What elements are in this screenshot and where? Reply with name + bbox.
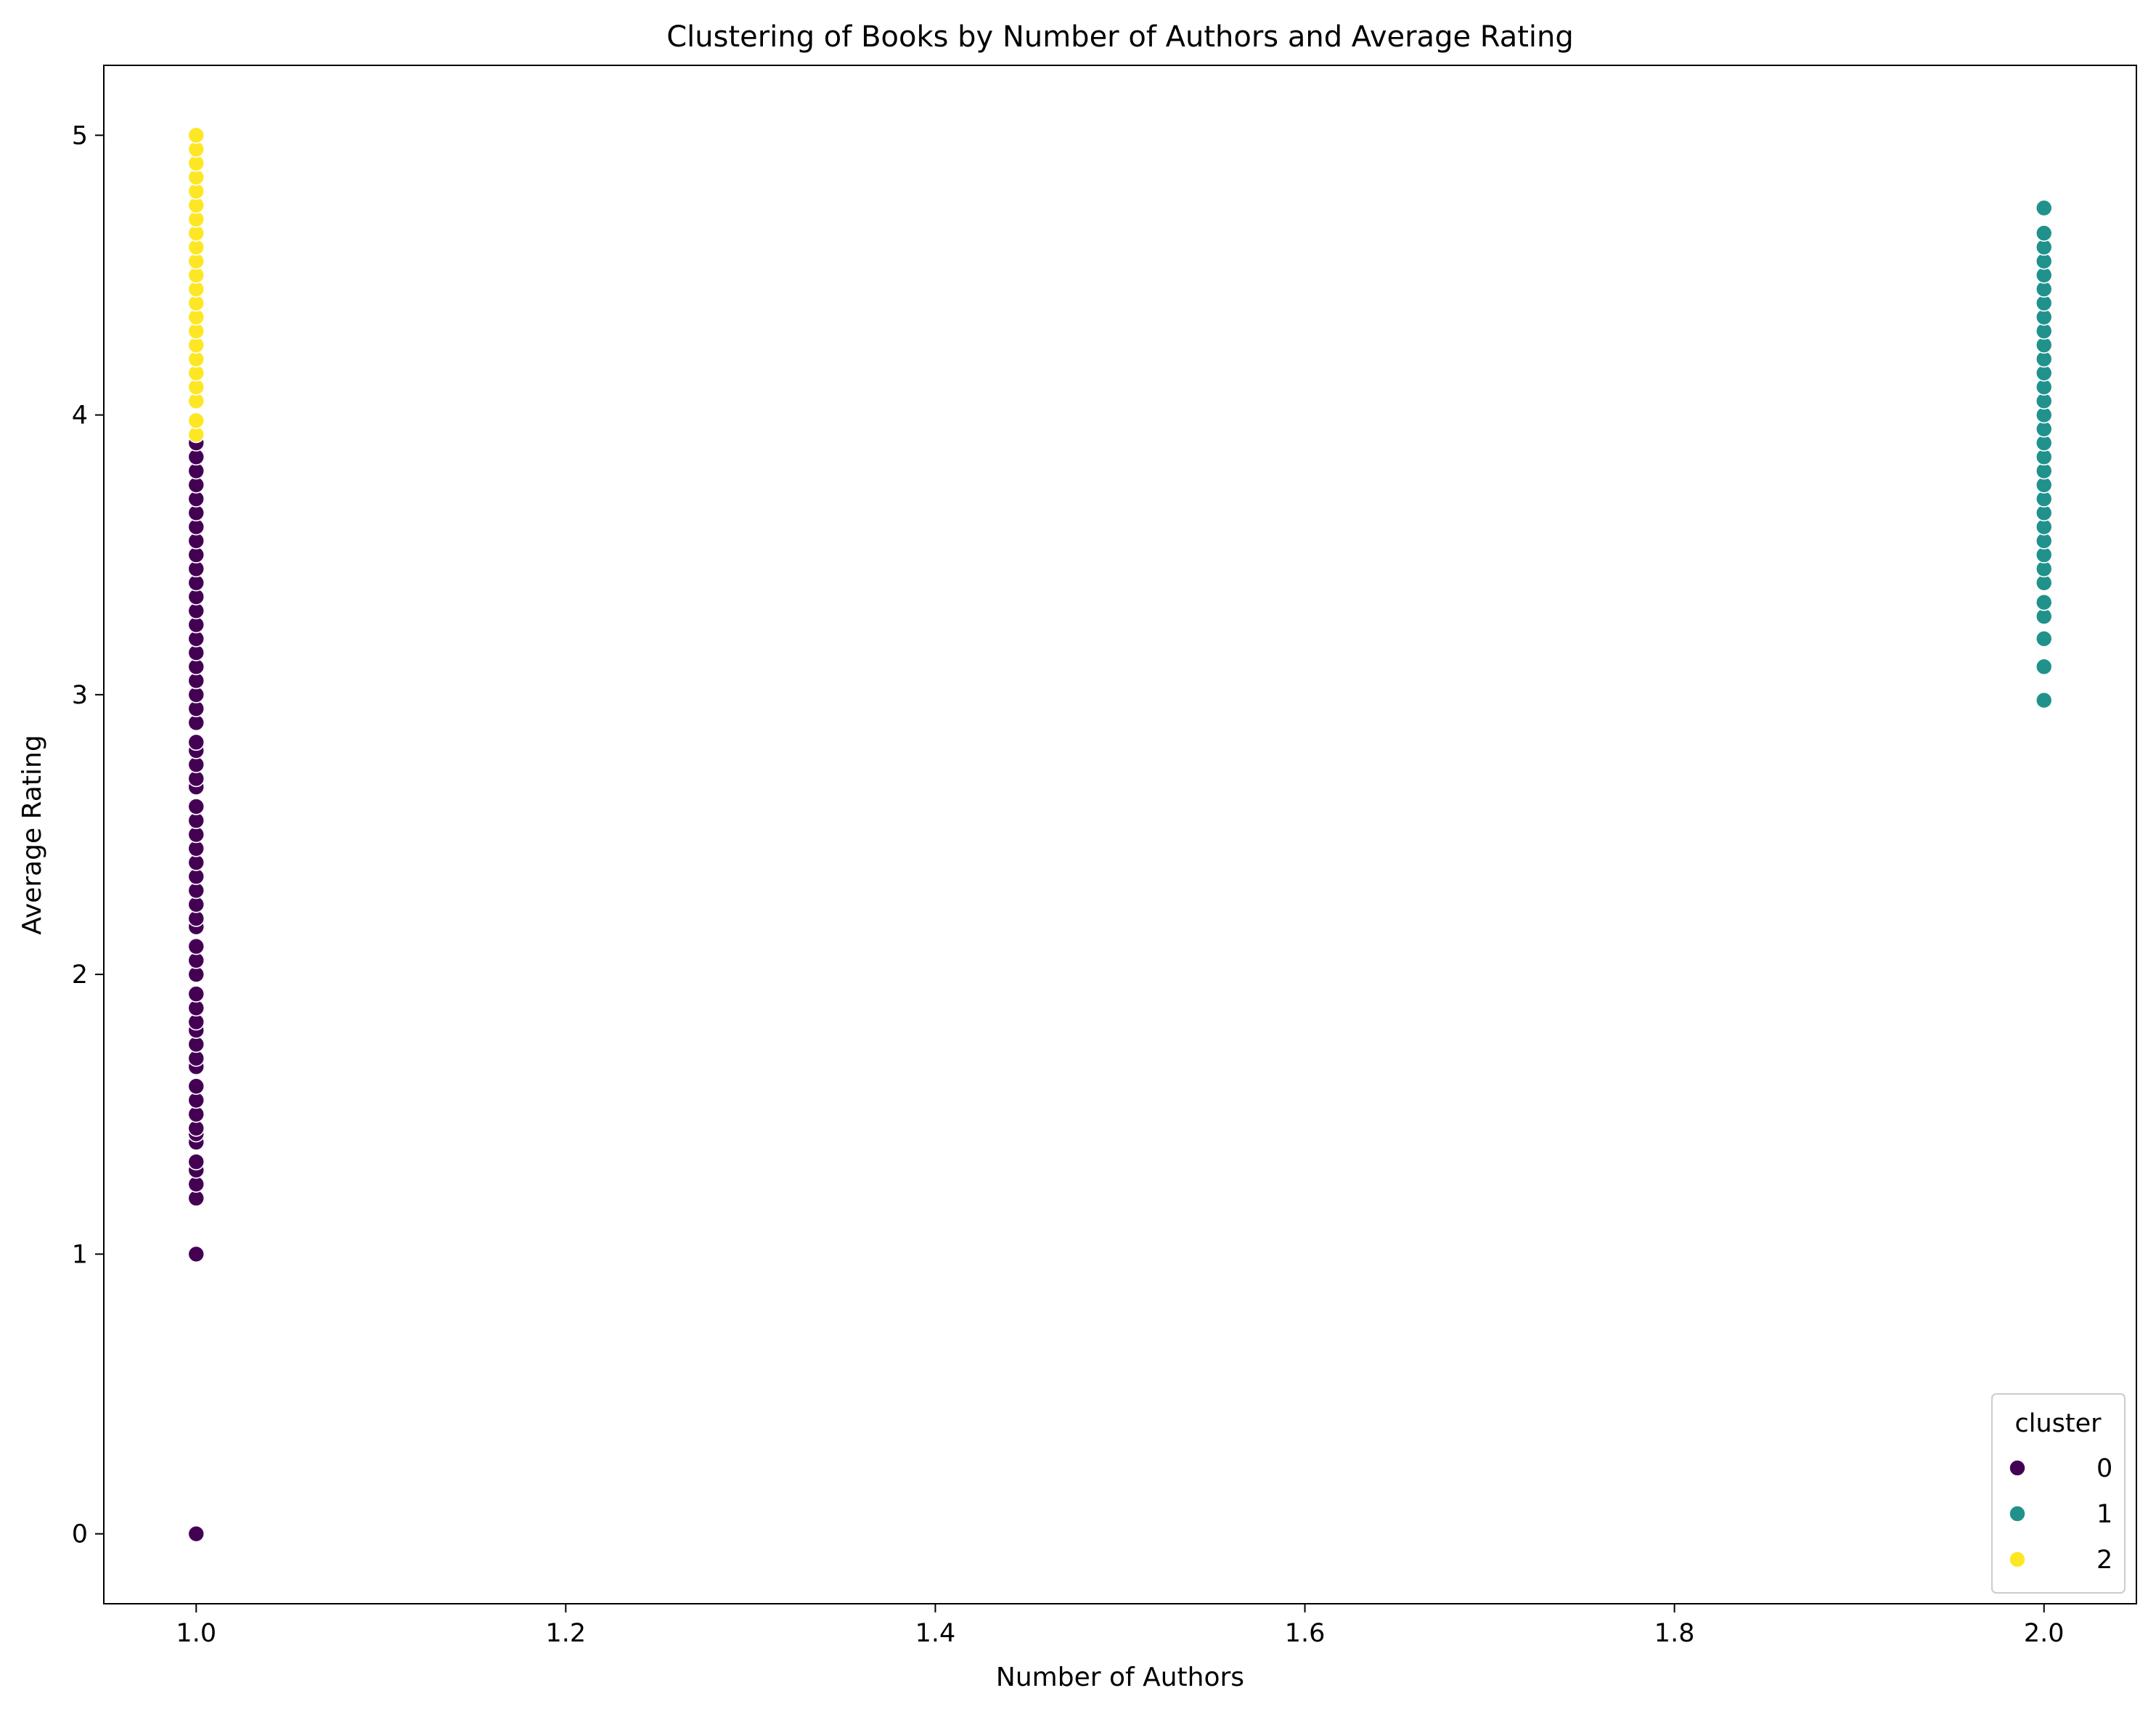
legend-label-0: 0: [2096, 1454, 2112, 1483]
point-cluster-0-11: [187, 1077, 205, 1096]
x-axis: 1.0 1.2 1.4 1.6 1.8 2.0: [176, 1604, 2065, 1648]
y-axis-label: Average Rating: [17, 735, 47, 934]
legend-box: [1991, 1393, 2126, 1594]
point-cluster-0-18: [187, 985, 205, 1003]
y-tick-label: 3: [72, 681, 88, 710]
y-tick-label: 2: [72, 961, 88, 990]
point-cluster-2-21: [187, 126, 205, 144]
x-tick-label: 1.6: [1285, 1619, 1326, 1648]
legend-marker-1: [2009, 1505, 2026, 1522]
point-cluster-0-5: [187, 1153, 205, 1171]
point-cluster-1-2: [2035, 630, 2053, 648]
x-tick-label: 1.2: [546, 1619, 587, 1648]
chart-title: Clustering of Books by Number of Authors…: [666, 20, 1574, 54]
point-cluster-1-30: [2035, 224, 2053, 242]
point-cluster-0-0: [187, 1525, 205, 1543]
y-tick-label: 1: [72, 1240, 88, 1269]
y-tick-label: 5: [72, 121, 88, 150]
legend-marker-2: [2009, 1551, 2026, 1568]
legend-title: cluster: [2014, 1409, 2102, 1438]
legend: cluster 0 1 2: [1991, 1393, 2126, 1594]
x-tick-label: 2.0: [2024, 1619, 2065, 1648]
legend-label-1: 1: [2096, 1500, 2112, 1529]
y-tick-label: 4: [72, 401, 88, 431]
x-axis-label: Number of Authors: [996, 1663, 1244, 1692]
point-cluster-0-36: [187, 733, 205, 751]
legend-marker-0: [2009, 1459, 2026, 1477]
point-cluster-0-31: [187, 798, 205, 815]
y-tick-label: 0: [72, 1520, 88, 1549]
x-tick-label: 1.0: [176, 1619, 216, 1648]
plot-area: [103, 65, 2137, 1604]
point-cluster-2-1: [187, 412, 205, 430]
legend-label-2: 2: [2096, 1546, 2112, 1575]
x-tick-label: 1.8: [1654, 1619, 1695, 1648]
point-cluster-0-1: [187, 1245, 205, 1263]
x-tick-label: 1.4: [915, 1619, 956, 1648]
point-cluster-1-1: [2035, 658, 2053, 676]
point-cluster-1-4: [2035, 593, 2053, 611]
point-cluster-0-21: [187, 937, 205, 955]
point-cluster-1-31: [2035, 199, 2053, 217]
y-axis: 0 1 2 3 4 5: [72, 121, 104, 1549]
point-cluster-1-0: [2035, 691, 2053, 709]
data-points: [187, 126, 2053, 1543]
